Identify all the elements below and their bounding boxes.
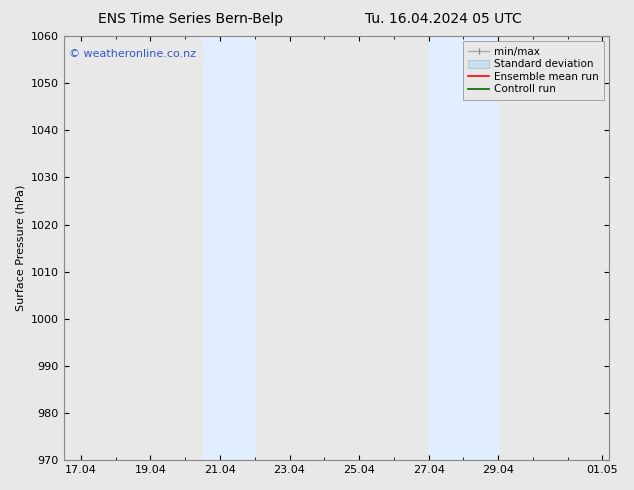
Text: ENS Time Series Bern-Belp: ENS Time Series Bern-Belp	[98, 12, 283, 26]
Legend: min/max, Standard deviation, Ensemble mean run, Controll run: min/max, Standard deviation, Ensemble me…	[463, 41, 604, 99]
Bar	[203, 36, 255, 460]
Bar	[429, 36, 498, 460]
Text: © weatheronline.co.nz: © weatheronline.co.nz	[69, 49, 196, 59]
Text: Tu. 16.04.2024 05 UTC: Tu. 16.04.2024 05 UTC	[365, 12, 522, 26]
Y-axis label: Surface Pressure (hPa): Surface Pressure (hPa)	[15, 185, 25, 311]
